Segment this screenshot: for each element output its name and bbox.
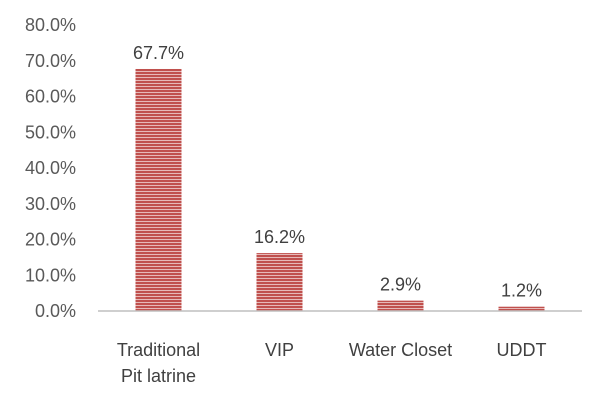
bar xyxy=(135,68,182,311)
category-label-line: UDDT xyxy=(497,340,547,360)
y-tick-label: 20.0% xyxy=(25,230,76,250)
bar xyxy=(498,306,545,311)
category-labels: Traditional Pit latrine VIP Water Closet UDD… xyxy=(117,340,547,386)
data-label: 16.2% xyxy=(254,227,305,247)
bar xyxy=(256,253,303,311)
y-tick-label: 40.0% xyxy=(25,158,76,178)
y-axis: 0.0% 10.0% 20.0% 30.0% 40.0% 50.0% 60.0% 70.0% 8… xyxy=(25,15,76,321)
y-tick-label: 50.0% xyxy=(25,122,76,142)
data-label: 2.9% xyxy=(380,275,421,295)
y-tick-label: 60.0% xyxy=(25,87,76,107)
y-tick-label: 80.0% xyxy=(25,15,76,35)
bar xyxy=(377,300,424,311)
category-label: UDDT xyxy=(497,340,547,360)
y-tick-label: 0.0% xyxy=(35,301,76,321)
category-label-line: Traditional xyxy=(117,340,200,360)
data-label: 67.7% xyxy=(133,43,184,63)
category-label: VIP xyxy=(265,340,294,360)
y-tick-label: 70.0% xyxy=(25,51,76,71)
category-label: Traditional Pit latrine xyxy=(117,340,200,386)
category-label-line: VIP xyxy=(265,340,294,360)
y-tick-label: 30.0% xyxy=(25,194,76,214)
category-label: Water Closet xyxy=(349,340,452,360)
data-labels: 67.7% 16.2% 2.9% 1.2% xyxy=(133,43,542,301)
y-tick-label: 10.0% xyxy=(25,265,76,285)
bars xyxy=(135,68,545,311)
category-label-line: Pit latrine xyxy=(121,366,196,386)
category-label-line: Water Closet xyxy=(349,340,452,360)
data-label: 1.2% xyxy=(501,281,542,301)
